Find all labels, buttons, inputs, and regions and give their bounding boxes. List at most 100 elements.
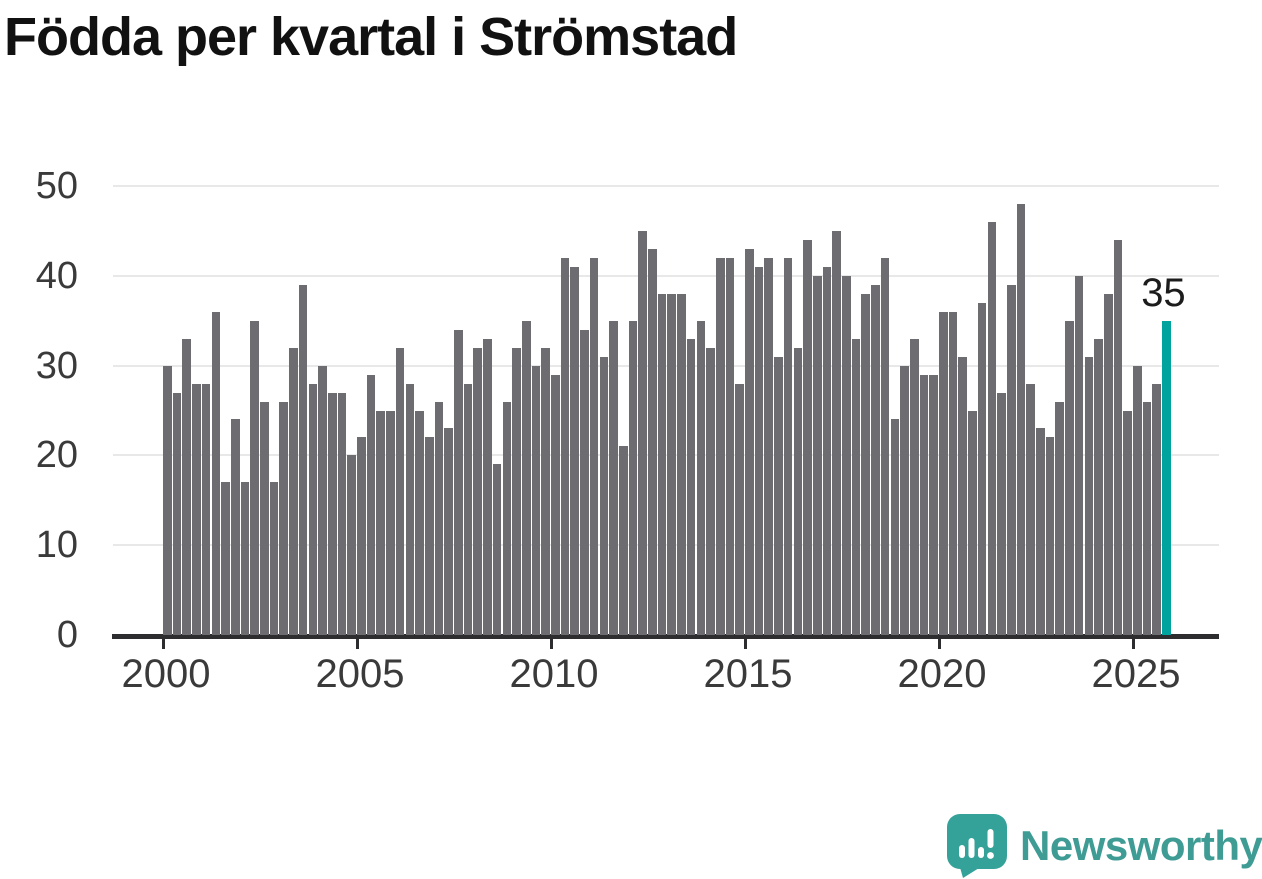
bar xyxy=(337,392,347,635)
bar xyxy=(987,221,997,635)
bar xyxy=(1026,383,1035,635)
bar xyxy=(560,257,570,635)
bar xyxy=(1123,410,1132,635)
bar xyxy=(1113,239,1123,635)
bar xyxy=(842,275,851,635)
bar xyxy=(473,347,483,635)
bar xyxy=(570,266,580,635)
bar xyxy=(599,356,609,635)
bar xyxy=(415,410,424,635)
gridline-y-40 xyxy=(113,274,1219,277)
bar xyxy=(880,257,890,635)
bar xyxy=(1133,365,1142,635)
bar xyxy=(483,338,492,635)
bar xyxy=(395,347,405,635)
bar xyxy=(851,338,861,635)
bar xyxy=(822,266,832,635)
bar xyxy=(783,257,793,635)
bar xyxy=(192,383,201,635)
bar xyxy=(589,257,599,635)
bar xyxy=(638,230,647,635)
bar xyxy=(551,374,560,635)
gridline-y-50 xyxy=(113,185,1219,187)
bar xyxy=(386,410,395,635)
y-axis-tick-label-0: 0 xyxy=(56,614,78,656)
bar xyxy=(424,437,434,635)
chart-title: Födda per kvartal i Strömstad xyxy=(4,7,738,67)
bar xyxy=(1084,356,1094,635)
bar xyxy=(745,248,754,635)
bar xyxy=(919,374,929,635)
bar xyxy=(366,374,376,635)
bar-latest-quarter xyxy=(1162,320,1171,635)
x-axis-tick-label-2020: 2020 xyxy=(897,652,987,696)
bar xyxy=(434,401,444,635)
bar xyxy=(725,257,735,635)
bar xyxy=(1055,401,1065,635)
bar xyxy=(657,293,667,635)
bar xyxy=(803,239,812,635)
bar xyxy=(997,392,1006,635)
bar xyxy=(260,401,269,635)
bar xyxy=(211,311,221,635)
bar xyxy=(968,410,977,635)
x-axis-line xyxy=(112,634,1219,639)
bar xyxy=(754,266,764,635)
bar xyxy=(667,293,677,635)
y-axis-tick-label-20: 20 xyxy=(35,434,78,477)
bar xyxy=(793,347,803,635)
x-axis-tick-2000 xyxy=(162,639,165,649)
y-axis-tick-label-50: 50 xyxy=(35,165,78,207)
bar xyxy=(318,365,327,635)
bar xyxy=(1142,401,1152,635)
bar xyxy=(812,275,822,635)
bar xyxy=(686,338,696,635)
bar xyxy=(182,338,192,635)
bar xyxy=(618,446,628,635)
bar xyxy=(347,455,356,635)
newsworthy-logo[interactable]: Newsworthy xyxy=(946,814,1262,878)
bar xyxy=(521,320,531,635)
bar xyxy=(958,356,968,635)
bar xyxy=(628,320,638,635)
bar xyxy=(376,410,386,635)
bar xyxy=(502,401,512,635)
bar xyxy=(1036,428,1045,635)
bar xyxy=(677,293,686,635)
bar xyxy=(939,311,948,635)
bar xyxy=(1094,338,1103,635)
newsworthy-bubble-icon xyxy=(947,814,1007,878)
bar xyxy=(890,419,900,635)
x-axis-tick-label-2000: 2000 xyxy=(121,652,211,696)
bar xyxy=(541,347,550,635)
bar xyxy=(405,383,415,635)
bar xyxy=(1074,275,1084,635)
x-axis-tick-label-2010: 2010 xyxy=(509,652,599,696)
bar xyxy=(531,365,541,635)
x-axis-tick-2025 xyxy=(1132,639,1135,649)
bar xyxy=(832,230,841,635)
bar xyxy=(512,347,521,635)
bar xyxy=(327,392,337,635)
y-axis-tick-label-40: 40 xyxy=(35,254,78,297)
bar xyxy=(240,482,250,635)
bar xyxy=(201,383,211,635)
bar xyxy=(715,257,725,635)
bar xyxy=(172,392,182,635)
bar xyxy=(774,356,783,635)
bar xyxy=(454,329,463,635)
x-axis-tick-label-2015: 2015 xyxy=(703,652,793,696)
bar xyxy=(648,248,657,635)
bar xyxy=(735,383,744,635)
bar xyxy=(580,329,589,635)
bar xyxy=(1045,437,1055,635)
bar xyxy=(279,401,289,635)
bar xyxy=(909,338,919,635)
bar xyxy=(861,293,871,635)
newsworthy-logo-text: Newsworthy xyxy=(1020,822,1262,869)
bar xyxy=(1152,383,1162,635)
bar xyxy=(1006,284,1016,635)
bar xyxy=(696,320,706,635)
bar xyxy=(764,257,774,635)
bar xyxy=(221,482,230,635)
